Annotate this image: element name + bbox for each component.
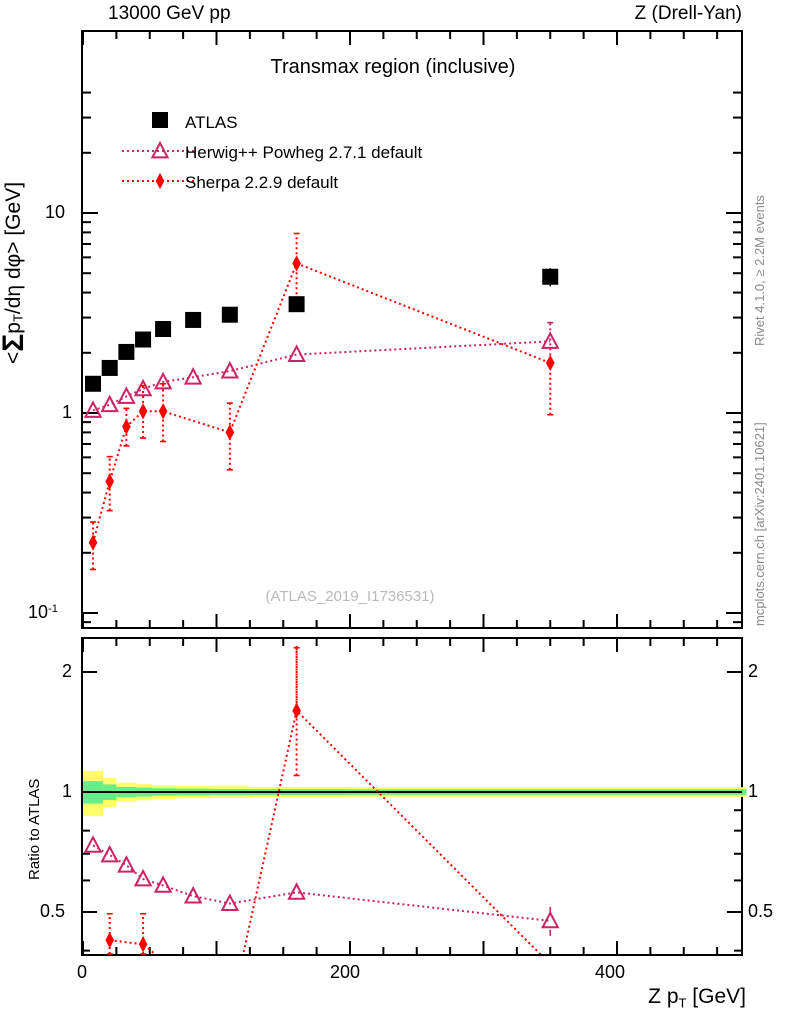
herwig-ratio-marker (100, 844, 119, 863)
sherpa-main-marker (88, 534, 98, 551)
header-beam-label: 13000 GeV pp (108, 3, 231, 24)
legend-label-atlas: ATLAS (185, 113, 238, 132)
atlas-main-marker (155, 321, 172, 338)
herwig-main-line (92, 340, 551, 412)
sherpa-main-marker (545, 354, 555, 372)
legend-label-herwig: Herwig++ Powheg 2.7.1 default (185, 143, 423, 162)
herwig-ratio-marker (117, 855, 136, 873)
herwig-ratio-line (92, 844, 551, 922)
header-process-label: Z (Drell-Yan) (634, 3, 742, 24)
main-ytick-1: 1 (62, 402, 73, 422)
ratio-ytick-2: 2 (62, 661, 73, 681)
herwig-main-marker (153, 371, 173, 390)
herwig-ratio-marker (287, 882, 306, 900)
legend-label-sherpa: Sherpa 2.2.9 default (185, 173, 339, 192)
xtick-200: 200 (330, 962, 361, 982)
sherpa-ratio-marker (138, 936, 148, 953)
sherpa-ratio-marker (292, 702, 301, 719)
herwig-ratio-marker (153, 875, 173, 893)
x-axis-title-prefix: Z p (648, 985, 679, 1008)
herwig-main-marker (117, 386, 136, 404)
ratio-ytick-right-1: 1 (748, 781, 759, 801)
plot-title: Transmax region (inclusive) (270, 56, 516, 78)
ratio-ytick-right-2: 2 (748, 661, 759, 681)
herwig-main-marker (83, 400, 103, 418)
atlas-main-marker (542, 268, 559, 285)
sherpa-main-marker (105, 473, 115, 490)
sherpa-main-marker (138, 403, 148, 420)
x-axis-title: Z pT [GeV] (648, 985, 746, 1011)
herwig-ratio-marker (133, 868, 153, 887)
herwig-ratio-marker (220, 893, 240, 911)
legend-marker-atlas (152, 112, 168, 128)
herwig-main-marker (220, 360, 240, 379)
sherpa-ratio-marker (105, 932, 115, 949)
herwig-main-marker (183, 367, 203, 385)
herwig-main-marker (287, 344, 306, 362)
sherpa-ratio-line (109, 708, 542, 954)
atlas-main-marker (118, 343, 135, 360)
atlas-main-marker (288, 296, 305, 313)
x-axis-title-unit: [GeV] (686, 985, 746, 1008)
sherpa-main-marker (158, 403, 168, 420)
atlas-main-marker (221, 306, 238, 323)
atlas-main-marker (185, 311, 202, 328)
sherpa-main-marker (122, 418, 131, 435)
herwig-ratio-marker (183, 885, 203, 904)
xtick-0: 0 (77, 962, 88, 982)
herwig-main-marker (540, 331, 560, 349)
ratio-ytick-0p5: 0.5 (40, 901, 66, 921)
herwig-ratio-marker (540, 910, 560, 929)
x-axis-title-sub: T (678, 995, 687, 1011)
analysis-watermark: (ATLAS_2019_I1736531) (265, 588, 435, 605)
ratio-ytick-right-0p5: 0.5 (748, 901, 774, 921)
xtick-400: 400 (595, 962, 626, 982)
herwig-main-marker (133, 378, 153, 397)
sherpa-main-line (92, 262, 551, 543)
atlas-main-marker (101, 359, 118, 376)
ratio-ytick-1: 1 (62, 781, 73, 801)
atlas-main-marker (135, 331, 152, 348)
legend-marker-herwig (150, 140, 170, 159)
legend-marker-sherpa (155, 172, 165, 190)
main-ytick-10: 10 (45, 202, 66, 222)
herwig-ratio-marker (83, 835, 103, 853)
sherpa-main-marker (292, 255, 301, 272)
herwig-main-marker (100, 394, 119, 413)
sherpa-main-marker (225, 424, 235, 441)
atlas-main-marker (85, 375, 102, 392)
main-ytick-0p1: 10-1 (28, 602, 58, 622)
main-panel-frame (81, 30, 743, 629)
